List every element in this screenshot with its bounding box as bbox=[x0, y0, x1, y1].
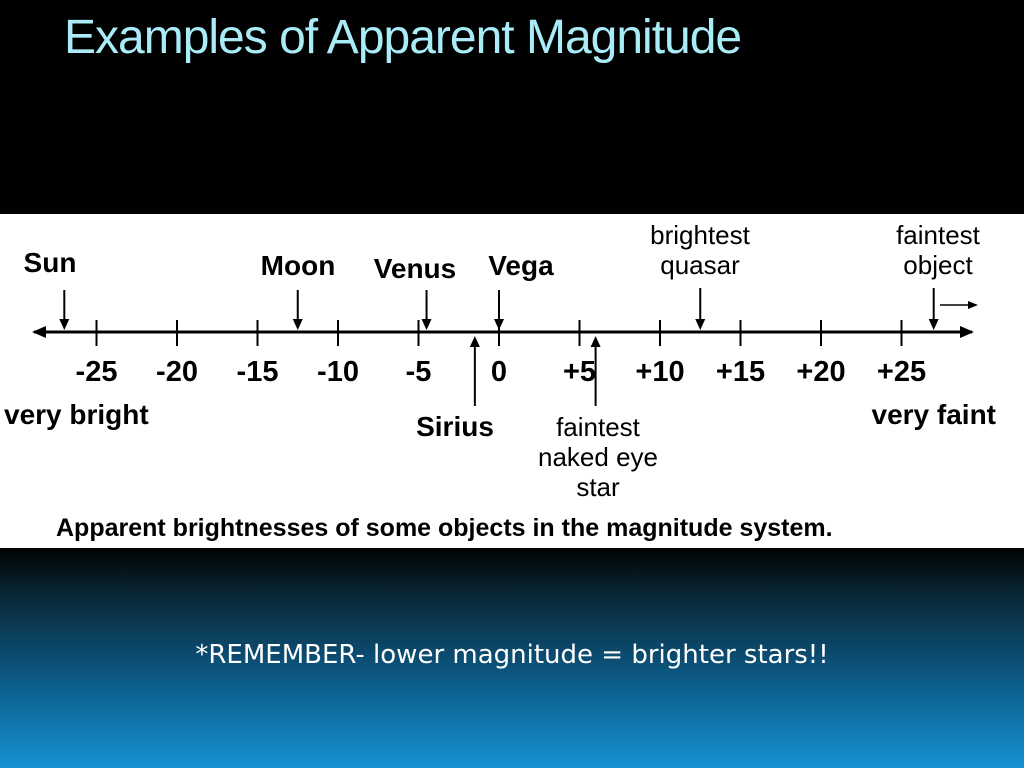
beyond-arrow-head bbox=[968, 301, 978, 309]
object-label: Sun bbox=[24, 247, 77, 278]
tick-labels: -25 -20 -15 -10 -5 0 +5 +10 +15 +20 +25 bbox=[76, 356, 927, 388]
tick-label: +15 bbox=[716, 356, 765, 388]
object-arrow-head bbox=[421, 319, 432, 330]
reminder-note: *REMEMBER- lower magnitude = brighter st… bbox=[195, 640, 829, 670]
object-label: Moon bbox=[261, 250, 336, 281]
magnitude-scale-svg: -25 -20 -15 -10 -5 0 +5 +10 +15 +20 +25 Sun Moon Ven… bbox=[4, 220, 997, 542]
slide-title: Examples of Apparent Magnitude bbox=[64, 11, 742, 64]
tick-label: -15 bbox=[237, 356, 279, 388]
object-label-line: object bbox=[903, 250, 973, 280]
object-arrow-head bbox=[494, 319, 504, 330]
object-arrow-head bbox=[59, 319, 70, 330]
label-very-faint: very faint bbox=[872, 399, 997, 430]
axis-right-arrowhead bbox=[960, 326, 974, 338]
magnitude-scale-diagram: -25 -20 -15 -10 -5 0 +5 +10 +15 +20 +25 Sun Moon Ven… bbox=[0, 214, 1024, 548]
object-label: Venus bbox=[374, 253, 456, 284]
object-arrow-head bbox=[928, 319, 939, 330]
tick-marks bbox=[95, 320, 903, 346]
object-label-line: brightest bbox=[650, 220, 750, 250]
object-label-line: naked eye bbox=[538, 442, 658, 472]
tick-label: -10 bbox=[317, 356, 359, 388]
object-label: Vega bbox=[488, 250, 554, 281]
object-arrow-head bbox=[695, 319, 706, 330]
label-very-bright: very bright bbox=[4, 399, 149, 430]
object-label-line: faintest bbox=[556, 412, 641, 442]
tick-label: -25 bbox=[76, 356, 118, 388]
object-arrow-head bbox=[469, 336, 480, 347]
tick-label: -5 bbox=[406, 356, 432, 388]
object-arrow-head bbox=[590, 336, 601, 347]
tick-label: +20 bbox=[796, 356, 845, 388]
tick-label: +10 bbox=[635, 356, 684, 388]
object-label: Sirius bbox=[416, 411, 494, 442]
object-label-line: quasar bbox=[660, 250, 740, 280]
axis-left-arrowhead bbox=[32, 326, 46, 338]
tick-label: 0 bbox=[491, 356, 507, 388]
diagram-caption: Apparent brightnesses of some objects in… bbox=[56, 514, 833, 542]
tick-label: +25 bbox=[877, 356, 926, 388]
object-arrow-head bbox=[292, 319, 303, 330]
tick-label: +5 bbox=[563, 356, 596, 388]
object-label-line: faintest bbox=[896, 220, 981, 250]
tick-label: -20 bbox=[156, 356, 198, 388]
object-label-line: star bbox=[576, 472, 620, 502]
